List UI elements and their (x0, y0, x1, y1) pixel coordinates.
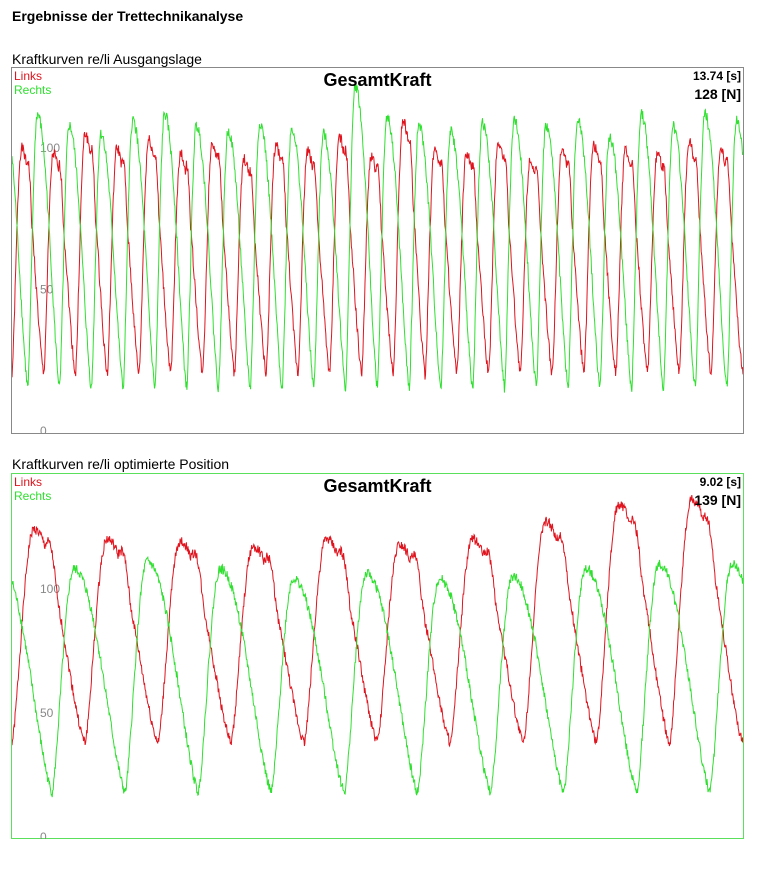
legend-links: Links (14, 475, 43, 489)
legend-rechts: Rechts (14, 489, 52, 503)
legend-rechts: Rechts (14, 83, 52, 97)
chart-title: GesamtKraft (323, 70, 432, 90)
series-line-links (12, 494, 743, 748)
time-readout: 9.02 [s] (699, 475, 741, 489)
force-readout: 128 [N] (694, 86, 741, 102)
section-title-optimierte-position: Kraftkurven re/li optimierte Position (12, 456, 230, 472)
series-line-links (12, 118, 743, 380)
y-tick-label: 100 (40, 582, 60, 596)
page-title: Ergebnisse der Trettechnikanalyse (12, 8, 244, 24)
chart-optimierte-position: 0 50 100 Links Rechts GesamtKraft 9.02 [s]… (11, 473, 744, 839)
chart-legend: Links Rechts (14, 475, 51, 503)
legend-links: Links (14, 69, 43, 83)
series-line-rechts (12, 81, 743, 393)
force-readout: 139 [N] (694, 492, 741, 508)
time-readout: 13.74 [s] (692, 69, 741, 83)
section-title-ausgangslage: Kraftkurven re/li Ausgangslage (12, 51, 202, 67)
chart-title: GesamtKraft (323, 476, 432, 496)
y-tick-label: 50 (40, 706, 54, 720)
chart-ausgangslage: 0 50 100 Links Rechts GesamtKraft 13.74 [s… (11, 67, 744, 434)
y-tick-label: 0 (40, 830, 47, 839)
chart-legend: Links Rechts (14, 69, 51, 97)
series-line-rechts (12, 556, 743, 798)
chart-optimierte-position-plot: 0 50 100 (12, 494, 743, 839)
y-tick-label: 0 (40, 424, 47, 433)
